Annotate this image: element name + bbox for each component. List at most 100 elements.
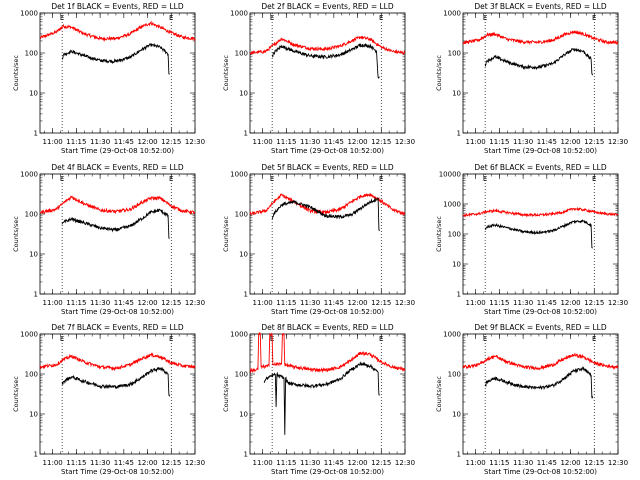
events-series-line <box>61 366 171 397</box>
y-tick-label: 10 <box>239 90 248 98</box>
plot-frame <box>39 173 196 295</box>
y-tick-label: 10 <box>452 411 461 419</box>
y-axis-label: Counts/sec <box>12 55 20 91</box>
x-tick-label: 11:00 <box>253 459 273 467</box>
x-tick-label: 11:45 <box>324 459 344 467</box>
x-tick-label: 12:15 <box>161 299 181 307</box>
x-tick-label: 12:30 <box>185 138 205 146</box>
x-tick-label: 11:30 <box>300 459 320 467</box>
x-tick-label: 11:15 <box>276 459 296 467</box>
x-tick-label: 11:30 <box>300 138 320 146</box>
chart-panel-2: Det 2f BLACK = Events, RED = LLD 1 10 100 10… <box>222 2 415 155</box>
y-tick-label: 1000 <box>20 171 38 179</box>
event-marker: E <box>169 335 173 343</box>
events-series-line <box>263 361 380 435</box>
x-tick-label: 11:30 <box>513 138 533 146</box>
event-marker: E <box>592 335 596 343</box>
event-marker: E <box>379 335 383 343</box>
plot-frame <box>39 333 196 455</box>
x-tick-label: 12:00 <box>347 138 367 146</box>
y-axis-label: Counts/sec <box>12 376 20 412</box>
x-tick-label: 12:15 <box>584 299 604 307</box>
y-tick-label: 100 <box>448 50 461 58</box>
x-tick-label: 12:00 <box>137 459 157 467</box>
y-tick-label: 100 <box>235 371 248 379</box>
x-tick-label: 12:15 <box>371 138 391 146</box>
chart-panel-3: Det 3f BLACK = Events, RED = LLD 1 10 100 10… <box>435 2 628 155</box>
plot-frame <box>39 12 196 134</box>
x-tick-label: 12:30 <box>395 299 415 307</box>
x-tick-label: 11:00 <box>43 459 63 467</box>
chart-title: Det 5f BLACK = Events, RED = LLD <box>261 163 394 172</box>
events-series-line <box>271 196 381 232</box>
chart-title: Det 1f BLACK = Events, RED = LLD <box>51 2 184 11</box>
event-marker: E <box>483 14 487 22</box>
x-tick-label: 12:15 <box>161 459 181 467</box>
x-tick-label: 12:30 <box>185 299 205 307</box>
event-marker: E <box>592 175 596 183</box>
y-tick-label: 1000 <box>20 10 38 18</box>
lld-series-line <box>249 35 406 56</box>
y-axis-label: Counts/sec <box>435 376 443 412</box>
chart-panel-8: Det 8f BLACK = Events, RED = LLD 1 10 100 10… <box>222 323 415 476</box>
x-tick-label: 11:45 <box>114 138 134 146</box>
plot-frame <box>462 12 619 134</box>
y-axis-label: Counts/sec <box>12 216 20 252</box>
event-marker: E <box>60 335 64 343</box>
chart-title: Det 9f BLACK = Events, RED = LLD <box>474 323 607 332</box>
y-axis-label: Counts/sec <box>222 55 230 91</box>
x-tick-label: 11:45 <box>537 138 557 146</box>
event-marker: E <box>60 175 64 183</box>
event-marker: E <box>483 335 487 343</box>
y-tick-label: 1 <box>244 451 248 459</box>
x-tick-label: 11:00 <box>466 299 486 307</box>
x-tick-label: 12:15 <box>371 299 391 307</box>
x-tick-label: 11:45 <box>114 299 134 307</box>
y-tick-label: 1 <box>34 130 38 138</box>
lld-series-line <box>39 195 196 215</box>
chart-title: Det 6f BLACK = Events, RED = LLD <box>474 163 607 172</box>
y-axis-label: Counts/sec <box>435 216 443 252</box>
y-tick-label: 10 <box>29 411 38 419</box>
x-tick-label: 12:00 <box>560 459 580 467</box>
x-tick-label: 11:00 <box>466 138 486 146</box>
events-series-line <box>484 47 594 76</box>
lld-series-line <box>462 352 619 371</box>
x-tick-label: 11:30 <box>300 299 320 307</box>
y-tick-label: 1 <box>34 291 38 299</box>
lld-series-line <box>462 29 619 46</box>
x-axis-label: Start Time (29-Oct-08 10:52:00) <box>61 308 174 316</box>
event-marker: E <box>169 14 173 22</box>
x-tick-label: 11:00 <box>43 138 63 146</box>
x-tick-label: 12:30 <box>608 138 628 146</box>
x-tick-label: 12:15 <box>371 459 391 467</box>
chart-title: Det 8f BLACK = Events, RED = LLD <box>261 323 394 332</box>
x-tick-label: 11:15 <box>66 138 86 146</box>
y-tick-label: 1 <box>457 451 461 459</box>
y-tick-label: 1000 <box>443 10 461 18</box>
x-tick-label: 12:00 <box>347 299 367 307</box>
x-axis-label: Start Time (29-Oct-08 10:52:00) <box>271 308 384 316</box>
x-axis-label: Start Time (29-Oct-08 10:52:00) <box>484 308 597 316</box>
y-tick-label: 1 <box>457 291 461 299</box>
event-marker: E <box>270 175 274 183</box>
y-tick-label: 100 <box>25 211 38 219</box>
y-tick-label: 100 <box>235 50 248 58</box>
x-tick-label: 11:45 <box>537 299 557 307</box>
chart-panel-5: Det 5f BLACK = Events, RED = LLD 1 10 100 10… <box>222 163 415 316</box>
y-axis-label: Counts/sec <box>222 376 230 412</box>
x-tick-label: 11:15 <box>489 138 509 146</box>
x-tick-label: 12:15 <box>161 138 181 146</box>
x-tick-label: 11:15 <box>276 299 296 307</box>
chart-title: Det 4f BLACK = Events, RED = LLD <box>51 163 184 172</box>
x-tick-label: 12:00 <box>137 138 157 146</box>
lld-series-line <box>249 192 406 217</box>
x-tick-label: 11:45 <box>324 299 344 307</box>
y-axis-label: Counts/sec <box>435 55 443 91</box>
chart-title: Det 3f BLACK = Events, RED = LLD <box>474 2 607 11</box>
event-marker: E <box>169 175 173 183</box>
x-tick-label: 11:15 <box>489 299 509 307</box>
x-tick-label: 11:00 <box>43 299 63 307</box>
lld-series-line <box>39 20 196 42</box>
